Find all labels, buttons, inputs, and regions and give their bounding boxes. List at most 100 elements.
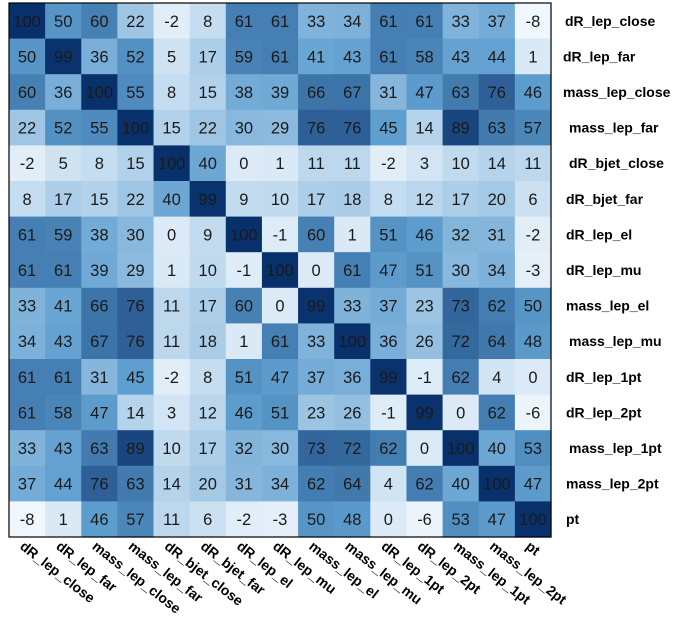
heatmap-cell [81,74,118,111]
heatmap-cell-value: 3 [167,404,176,422]
heatmap-cell [9,145,46,182]
heatmap-cell-value: 47 [488,511,506,529]
heatmap-cell [261,109,299,146]
heatmap-cell [334,216,371,253]
heatmap-cell-value: 76 [343,120,361,138]
heatmap-cell-value: 5 [167,48,176,66]
heatmap-cell-value: 46 [415,226,433,244]
heatmap-cell-value: 44 [488,48,506,66]
heatmap-cell-value: -3 [273,511,288,529]
heatmap-cell [478,252,516,289]
heatmap-cell-value: 40 [451,476,469,494]
heatmap-cell-value: 47 [524,476,542,494]
heatmap-cell-value: 10 [451,155,469,173]
heatmap-cell-value: 10 [162,440,180,458]
heatmap-cell-value: 100 [122,120,150,138]
heatmap-cell-value: 34 [271,476,289,494]
heatmap-cell [261,38,299,75]
heatmap-cell [261,3,299,40]
heatmap-cell [117,145,155,182]
heatmap-cell [153,38,191,75]
heatmap-cell-value: 30 [235,120,253,138]
heatmap-cell [189,181,227,218]
heatmap-cell-value: 11 [163,298,180,316]
heatmap-cell [406,465,444,502]
heatmap-cell [370,430,408,467]
heatmap-cell [9,394,46,431]
heatmap-cell-value: 67 [90,333,108,351]
heatmap-cell [370,394,408,431]
row-tick-label: mass_lep_far [569,120,659,136]
heatmap-cell-value: -2 [20,155,35,173]
heatmap-cell [81,323,118,360]
heatmap-cell [9,252,46,289]
heatmap-cell-value: 0 [167,226,176,244]
heatmap-cell-value: 22 [126,191,144,209]
heatmap-cell [442,501,480,538]
heatmap-cell-value: 31 [90,369,108,387]
heatmap-cell-value: 5 [59,155,68,173]
heatmap-cell-value: 57 [524,120,542,138]
heatmap-cell-value: 67 [343,84,361,102]
heatmap-cell-value: 17 [54,191,72,209]
heatmap-cell-value: 33 [307,333,325,351]
heatmap-cell [406,145,444,182]
heatmap-cell [334,181,371,218]
heatmap-cell [81,145,118,182]
heatmap-cell-value: 22 [18,120,36,138]
heatmap-cell-value: 33 [18,440,36,458]
heatmap-cell [9,38,46,75]
heatmap-cell [225,216,263,253]
heatmap-cell-value: 15 [199,84,217,102]
heatmap-cell-value: 47 [90,404,108,422]
heatmap-cell [298,430,335,467]
heatmap-cell-value: 8 [22,191,31,209]
heatmap-cell-value: 8 [203,369,212,387]
heatmap-cell-value: 17 [199,440,217,458]
row-tick-label: pt [566,511,580,527]
heatmap-cell [153,430,191,467]
row-tick-label: dR_bjet_close [569,155,664,171]
heatmap-cell [261,394,299,431]
heatmap-cell [442,109,480,146]
heatmap-cell [478,109,516,146]
heatmap-cell-value: -2 [164,369,179,387]
heatmap-cell [189,465,227,502]
heatmap-cell-value: 0 [420,440,429,458]
heatmap-cell [45,38,82,75]
heatmap-cell [117,216,155,253]
heatmap-cell-value: 41 [307,48,325,66]
heatmap-cell-value: 14 [162,476,180,494]
heatmap-cell-value: 4 [492,369,501,387]
heatmap-cell [45,465,82,502]
heatmap-cell [514,145,552,182]
heatmap-cell-value: 0 [275,298,284,316]
heatmap-cell-value: 61 [379,48,397,66]
heatmap-cell-value: 37 [307,369,325,387]
heatmap-cell-value: 0 [312,262,321,280]
heatmap-cell [189,323,227,360]
heatmap-cell-value: 46 [524,84,542,102]
heatmap-cell-value: 72 [343,440,361,458]
heatmap-cell-value: -1 [273,226,288,244]
heatmap-cell [478,216,516,253]
heatmap-cell-value: 61 [415,13,433,31]
heatmap-cell [334,3,371,40]
heatmap-cell-value: 44 [54,476,72,494]
heatmap-cell-value: 76 [307,120,325,138]
heatmap-cell-value: 20 [199,476,217,494]
heatmap-cell [189,109,227,146]
heatmap-cell [442,323,480,360]
heatmap-cell-value: 33 [451,13,469,31]
heatmap-cell [45,323,82,360]
heatmap-cell-value: 62 [379,440,397,458]
heatmap-cell-value: 66 [90,298,108,316]
heatmap-cell-value: 62 [488,298,506,316]
heatmap-cell [45,287,82,324]
heatmap-cell [406,74,444,111]
heatmap-cell-value: 61 [54,369,72,387]
heatmap-cell-value: 17 [199,48,217,66]
heatmap-cell [153,74,191,111]
heatmap-cell [406,181,444,218]
